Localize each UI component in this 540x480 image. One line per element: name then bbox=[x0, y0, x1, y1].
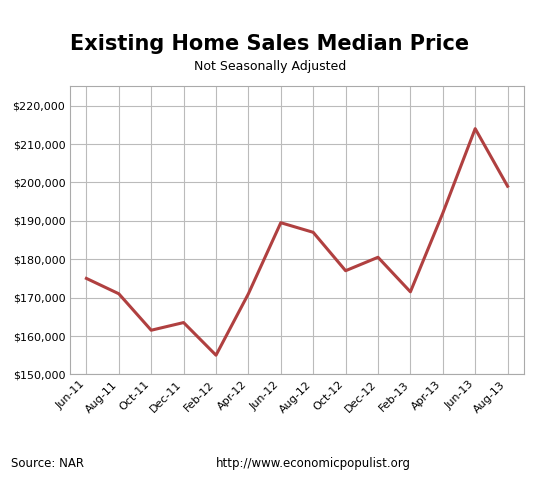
Text: Not Seasonally Adjusted: Not Seasonally Adjusted bbox=[194, 60, 346, 73]
Text: Source: NAR: Source: NAR bbox=[11, 457, 84, 470]
Text: http://www.economicpopulist.org: http://www.economicpopulist.org bbox=[215, 457, 411, 470]
Text: Existing Home Sales Median Price: Existing Home Sales Median Price bbox=[70, 34, 470, 54]
